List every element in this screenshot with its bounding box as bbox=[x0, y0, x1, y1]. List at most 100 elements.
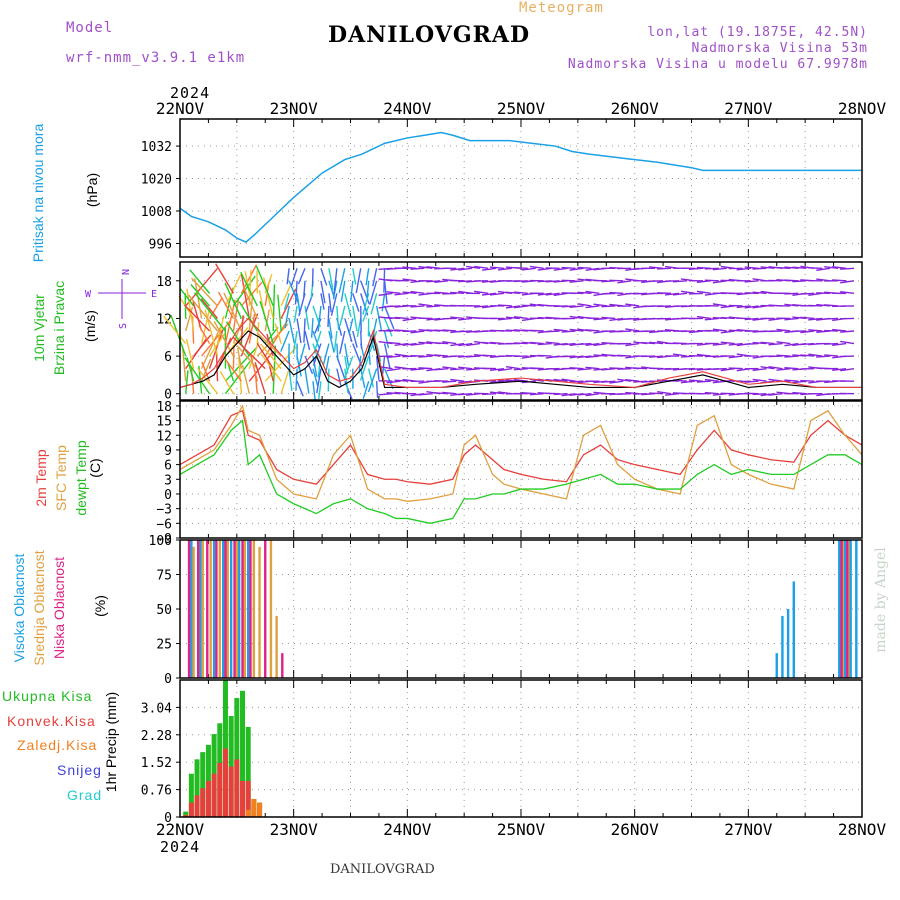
wind-barb bbox=[240, 315, 244, 344]
wind-barb bbox=[712, 367, 727, 371]
wind-barb bbox=[237, 347, 243, 369]
wind-barb bbox=[241, 364, 251, 394]
precip-bar-conv bbox=[183, 815, 189, 817]
wind-barb bbox=[712, 303, 727, 307]
precip-bar-conv bbox=[211, 773, 217, 817]
wind-barb bbox=[744, 317, 759, 321]
wind-barb bbox=[327, 368, 330, 392]
wind-barb bbox=[625, 378, 640, 382]
wind-barb bbox=[294, 280, 298, 305]
wind-barb bbox=[223, 292, 243, 332]
cloud-bar-high bbox=[855, 540, 858, 678]
wind-barb bbox=[442, 341, 457, 345]
wind-barb bbox=[194, 292, 227, 332]
wind-barb bbox=[219, 370, 235, 395]
wind-barb bbox=[386, 380, 401, 384]
wind-barb bbox=[688, 379, 703, 382]
ytick-label: 1.52 bbox=[141, 756, 172, 771]
wind-barb bbox=[513, 266, 528, 269]
ytick-label: 0 bbox=[164, 672, 172, 687]
wind-barb bbox=[426, 280, 441, 283]
wind-barb bbox=[577, 355, 592, 359]
precip-bar-total bbox=[200, 752, 206, 817]
wind-barb bbox=[720, 330, 735, 334]
wind-barb bbox=[553, 267, 568, 271]
wind-barb bbox=[537, 354, 552, 357]
wind-barb bbox=[489, 391, 505, 395]
year-bottom: 2024 bbox=[160, 838, 201, 856]
precip-bar-frozen bbox=[251, 798, 257, 817]
wind-barb bbox=[657, 305, 672, 308]
wind-barb bbox=[362, 380, 370, 399]
wind-barb bbox=[426, 305, 441, 308]
wind-barb bbox=[808, 317, 823, 321]
wind-barb bbox=[696, 290, 711, 295]
wind-barb bbox=[688, 367, 703, 371]
xtick-label-bottom: 27NOV bbox=[724, 820, 773, 839]
wind-barb bbox=[450, 267, 465, 271]
wind-barb bbox=[189, 269, 211, 294]
wind-barb bbox=[386, 305, 401, 308]
ytick-label: 1032 bbox=[141, 140, 172, 155]
xtick-label-top: 28NOV bbox=[838, 99, 887, 118]
wind-barb bbox=[704, 267, 719, 270]
wind-barb bbox=[303, 318, 306, 343]
wind-barb bbox=[832, 367, 847, 372]
wind-barb bbox=[180, 288, 195, 307]
wind-barb bbox=[256, 332, 282, 357]
wind-barb bbox=[383, 330, 390, 349]
wind-barb bbox=[264, 319, 289, 357]
ytick-label: 25 bbox=[156, 638, 172, 653]
cloud-bar-high bbox=[781, 615, 784, 678]
wind-barb bbox=[320, 280, 326, 304]
wind-barb bbox=[394, 316, 409, 320]
wind-barb bbox=[832, 328, 847, 332]
wind-barb bbox=[601, 380, 616, 383]
precip-bar-conv bbox=[188, 802, 194, 817]
xtick-label-top: 25NOV bbox=[497, 99, 546, 118]
wind-barb bbox=[664, 393, 680, 396]
cloud-bar-mid bbox=[275, 615, 278, 678]
ytick-label: 3.04 bbox=[141, 701, 172, 716]
ytick-label: 75 bbox=[156, 569, 172, 584]
wind-barb bbox=[410, 330, 425, 334]
chart-title: DANILOVGRAD bbox=[328, 22, 531, 48]
wind-barb bbox=[784, 292, 799, 295]
wind-barb bbox=[292, 330, 298, 354]
precip-bar-conv bbox=[205, 780, 211, 817]
wind-barb bbox=[776, 367, 791, 371]
wind-barb bbox=[450, 342, 465, 347]
ytick-label: 0.76 bbox=[141, 784, 172, 799]
precip-bar-conv bbox=[240, 780, 246, 817]
precip-bar-total bbox=[234, 698, 240, 817]
xtick-label-top: 24NOV bbox=[383, 99, 432, 118]
wind-barb bbox=[577, 367, 592, 371]
cloud-bar-mid bbox=[269, 540, 273, 678]
cloud-bar-high bbox=[843, 540, 847, 678]
wind-barb bbox=[225, 321, 250, 357]
wind-barb bbox=[577, 291, 592, 295]
wind-barb bbox=[521, 304, 536, 307]
panel-frame bbox=[179, 118, 863, 258]
wind-barb bbox=[375, 343, 382, 362]
wind-barb bbox=[458, 342, 473, 347]
wind-barb bbox=[553, 328, 568, 332]
wind-barb bbox=[537, 292, 552, 296]
wind-barb bbox=[256, 343, 274, 370]
compass-w: W bbox=[85, 289, 92, 300]
xtick-label-top: 22NOV bbox=[156, 99, 205, 118]
wind-barb bbox=[633, 292, 648, 295]
wind-barb bbox=[744, 380, 759, 383]
wind-barb bbox=[561, 342, 576, 346]
wind-barb bbox=[344, 343, 350, 366]
xtick-label-bottom: 24NOV bbox=[383, 820, 432, 839]
wind-barb bbox=[249, 354, 258, 382]
legend-frozen: Zaledj.Kisa bbox=[17, 737, 98, 753]
wind-barb bbox=[529, 341, 544, 345]
precip-bar-frozen bbox=[245, 809, 251, 817]
precip-bar-conv bbox=[200, 788, 206, 817]
wind-barb bbox=[744, 266, 759, 269]
wind-barb bbox=[259, 300, 274, 344]
wind-barb bbox=[367, 343, 371, 365]
wind-barb bbox=[736, 305, 751, 309]
